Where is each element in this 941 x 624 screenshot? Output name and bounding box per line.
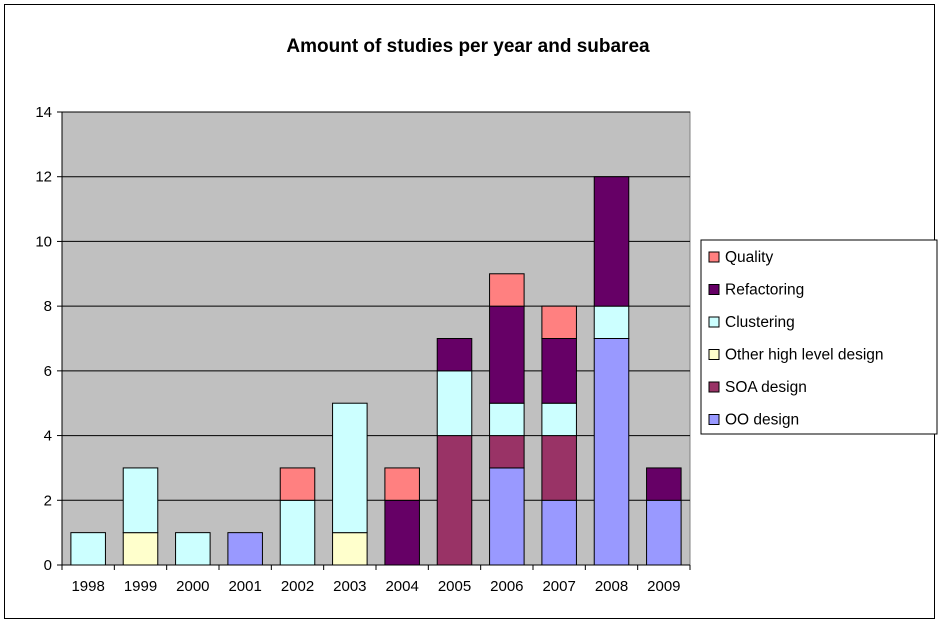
y-tick-label: 6 bbox=[44, 363, 52, 380]
bar-segment bbox=[70, 532, 106, 566]
bar-segment bbox=[593, 338, 630, 566]
bar-segment bbox=[384, 499, 420, 566]
legend-label: Refactoring bbox=[725, 282, 804, 299]
x-tick-label: 2004 bbox=[385, 578, 418, 595]
y-tick-label: 4 bbox=[44, 428, 52, 445]
x-tick-label: 2009 bbox=[647, 578, 680, 595]
legend-label: Clustering bbox=[725, 314, 795, 331]
x-tick-label: 2000 bbox=[176, 578, 209, 595]
legend-swatch bbox=[708, 414, 720, 425]
bar-segment bbox=[122, 467, 159, 534]
bar-segment bbox=[489, 467, 525, 566]
plot-background bbox=[61, 111, 691, 566]
bar-segment bbox=[489, 402, 525, 437]
y-tick-label: 12 bbox=[35, 169, 52, 186]
bar-segment bbox=[436, 370, 473, 437]
bar-segment bbox=[541, 435, 577, 501]
bar-segment bbox=[593, 176, 630, 307]
bar-segment bbox=[541, 499, 577, 566]
bar-segment bbox=[593, 305, 630, 339]
bar-segment bbox=[175, 532, 211, 566]
bar-segment bbox=[489, 273, 525, 307]
x-tick-label: 2008 bbox=[595, 578, 628, 595]
bar-segment bbox=[541, 305, 577, 339]
bar-segment bbox=[332, 402, 368, 534]
legend-swatch bbox=[708, 349, 720, 360]
bar-segment bbox=[332, 532, 368, 566]
bar-segment bbox=[279, 467, 316, 501]
x-tick-label: 2005 bbox=[438, 578, 471, 595]
bar-segment bbox=[227, 532, 263, 566]
bar-segment bbox=[646, 499, 682, 566]
legend: Quality Refactoring Clustering Other high l… bbox=[700, 239, 938, 435]
legend-swatch bbox=[708, 316, 720, 328]
legend-swatch bbox=[708, 284, 720, 295]
legend-swatch bbox=[708, 251, 720, 263]
bars bbox=[70, 176, 682, 566]
bar-segment bbox=[489, 305, 525, 404]
bar-segment bbox=[436, 435, 473, 566]
bar-segment bbox=[541, 338, 577, 404]
x-tick-label: 2002 bbox=[281, 578, 314, 595]
legend-label: OO design bbox=[725, 412, 799, 429]
y-tick-label: 10 bbox=[35, 233, 52, 250]
y-tick-label: 8 bbox=[44, 298, 52, 315]
chart-title: Amount of studies per year and subarea bbox=[286, 36, 650, 57]
bar-segment bbox=[384, 467, 420, 501]
bar-segment bbox=[279, 499, 316, 566]
bar-segment bbox=[541, 402, 577, 437]
y-tick-label: 0 bbox=[44, 557, 52, 574]
x-tick-label: 1999 bbox=[124, 578, 157, 595]
x-tick-label: 2007 bbox=[542, 578, 575, 595]
x-tick-label: 2003 bbox=[333, 578, 366, 595]
legend-swatch bbox=[708, 381, 720, 393]
legend-label: Quality bbox=[725, 249, 773, 266]
bar-segment bbox=[646, 467, 682, 501]
axes: 0 2 4 6 8 10 12 14 1998 1999 2000 2001 2002 2003 2004 2… bbox=[35, 104, 691, 595]
legend-box bbox=[700, 239, 938, 435]
legend-label: SOA design bbox=[725, 379, 807, 396]
plot-area bbox=[61, 111, 691, 566]
bar-segment bbox=[489, 435, 525, 469]
x-tick-label: 2006 bbox=[490, 578, 523, 595]
x-tick-label: 2001 bbox=[228, 578, 261, 595]
y-tick-label: 2 bbox=[44, 492, 52, 509]
y-tick-label: 14 bbox=[35, 104, 52, 121]
bar-segment bbox=[122, 532, 159, 566]
bar-segment bbox=[436, 338, 473, 372]
x-tick-label: 1998 bbox=[71, 578, 104, 595]
legend-label: Other high level design bbox=[725, 347, 884, 364]
